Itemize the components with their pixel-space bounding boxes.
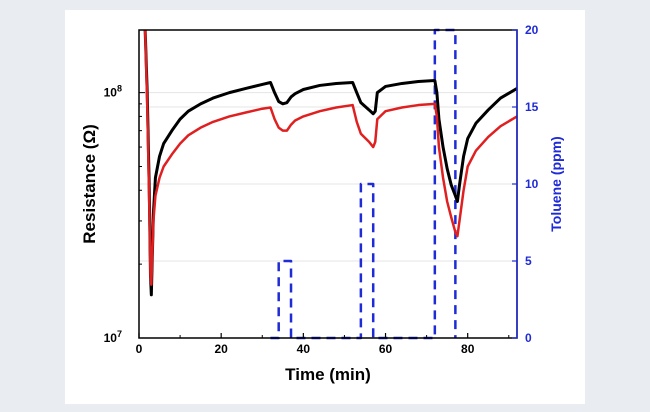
toluene-series-line [270,28,457,340]
y2-tick-label: 0 [525,331,532,345]
chart-svg: 0 20 40 60 80 107 108 0 5 10 15 20 Time (min) Resis… [80,23,564,384]
black-series-line [143,29,518,297]
y2-tick-label: 20 [525,23,539,37]
x-tick-label: 60 [379,342,393,356]
x-tick-label: 40 [297,342,311,356]
x-axis-label: Time (min) [285,365,371,384]
series-layer [143,28,518,340]
y2-tick-label: 15 [525,100,539,114]
y-tick-label: 107 [104,329,122,345]
x-tick-label: 20 [214,342,228,356]
y2-tick-label: 5 [525,254,532,268]
x-tick-label: 0 [136,342,143,356]
y-tick-label: 108 [104,84,122,100]
ticks: 0 20 40 60 80 107 108 0 5 10 15 20 [104,23,539,356]
y-axis-label: Resistance (Ω) [80,124,99,243]
grid [139,92,517,262]
y2-axis-label: Toluene (ppm) [548,136,564,231]
y2-tick-label: 10 [525,177,539,191]
red-series-line [143,29,518,286]
chart-card: 0 20 40 60 80 107 108 0 5 10 15 20 Time (min) Resis… [65,10,585,404]
x-tick-label: 80 [461,342,475,356]
